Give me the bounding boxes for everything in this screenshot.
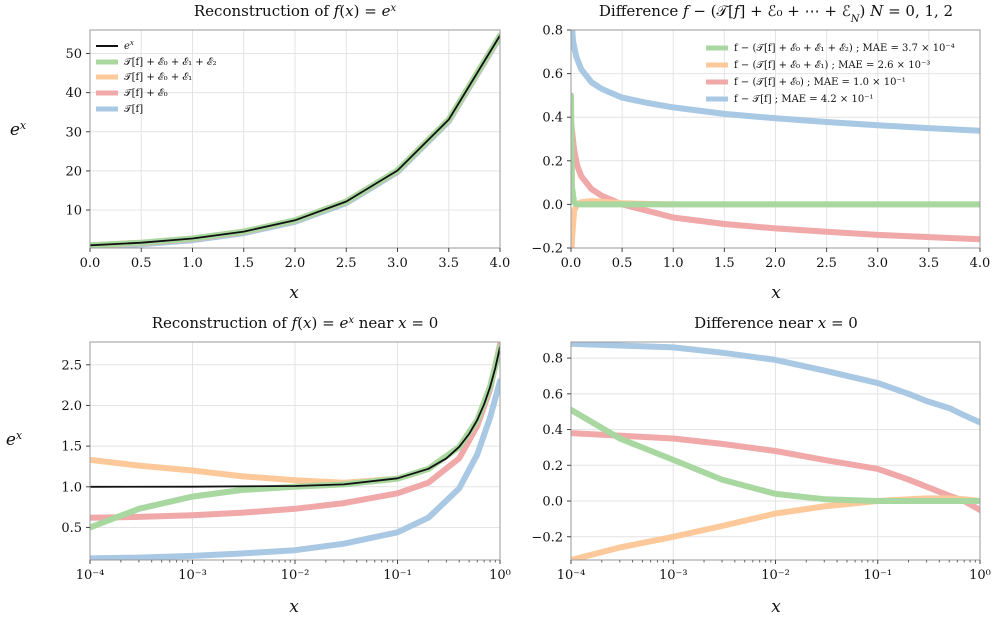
x-tick-label: 0.0	[80, 256, 101, 271]
x-tick-label: 10⁻⁴	[76, 568, 105, 583]
series-line-n2	[571, 92, 980, 208]
panel-difference-near-zero: Difference near x = 0 10⁻⁴ 10⁻³ 10⁻² 10⁻¹ 10…	[531, 314, 990, 617]
legend-label: f − (𝒯[f] + ℰ₀ + ℰ₁ + ℰ₂) ; MAE = 3.7 × …	[734, 43, 955, 54]
legend-label: f − (𝒯[f] + ℰ₀ + ℰ₁) ; MAE = 2.6 × 10⁻³	[734, 60, 930, 71]
y-tick-label: 0.4	[542, 111, 563, 126]
series-line-n0	[571, 118, 980, 243]
x-tick-label: 3.5	[438, 256, 459, 271]
x-tick-label: 10⁻²	[281, 568, 310, 583]
x-tick-label: 10⁻²	[761, 568, 790, 583]
x-tick-label: 10⁻¹	[863, 568, 892, 583]
y-tick-label: 20	[65, 164, 82, 179]
x-tick-label: 10⁻¹	[383, 568, 412, 583]
x-tick-label: 10⁰	[969, 568, 991, 583]
y-tick-label: 40	[65, 86, 82, 101]
legend-label: 𝒯[f] + ℰ₀	[124, 88, 168, 99]
x-tick-label: 1.5	[714, 256, 735, 271]
y-tick-label: −0.2	[531, 530, 563, 545]
x-tick-label: 1.0	[663, 256, 684, 271]
y-tick-label: 0.4	[542, 423, 563, 438]
y-tick-label: −0.2	[531, 242, 563, 257]
series-line-t	[571, 342, 980, 426]
x-tick-label: 1.0	[182, 256, 203, 271]
y-tick-label: 0.0	[542, 198, 563, 213]
y-tick-label: 0.6	[542, 387, 563, 402]
x-tick-label: 2.5	[336, 256, 357, 271]
y-tick-label: 0.6	[542, 67, 563, 82]
y-tick-label: 50	[65, 47, 82, 62]
x-tick-label: 2.0	[285, 256, 306, 271]
panel-reconstruction-near-zero: Reconstruction of f(x) = ex near x = 0 1…	[6, 314, 511, 617]
series-line-exact	[90, 346, 500, 488]
series-line-t	[90, 378, 500, 560]
legend-label: f − 𝒯[f] ; MAE = 4.2 × 10⁻¹	[734, 94, 873, 105]
x-tick-label: 10⁻⁴	[557, 568, 586, 583]
legend-label: f − (𝒯[f] + ℰ₀) ; MAE = 1.0 × 10⁻¹	[734, 77, 906, 88]
x-tick-label: 1.5	[233, 256, 254, 271]
y-tick-label: 0.2	[542, 459, 563, 474]
x-axis-label: x	[771, 597, 781, 617]
y-tick-label: 0.8	[542, 352, 563, 367]
y-tick-label: 0.0	[542, 495, 563, 510]
panel-difference: Difference f − (𝒯[f] + ℰ₀ + ⋯ + ℰN) N = …	[531, 2, 990, 303]
x-tick-label: 0.0	[561, 256, 582, 271]
x-tick-label: 3.5	[919, 256, 940, 271]
panel-title: Difference f − (𝒯[f] + ℰ₀ + ⋯ + ℰN) N = …	[599, 2, 953, 25]
series-line-n2	[571, 406, 980, 504]
panel-title: Reconstruction of f(x) = ex near x = 0	[152, 314, 439, 332]
x-tick-label: 2.0	[765, 256, 786, 271]
x-tick-label: 3.0	[387, 256, 408, 271]
y-axis-label: ex	[6, 429, 23, 451]
x-tick-label: 10⁰	[489, 568, 511, 583]
y-tick-label: 10	[65, 204, 82, 219]
legend-label: 𝒯[f]	[124, 104, 143, 115]
panel-title: Difference near x = 0	[694, 314, 858, 332]
x-axis-label: x	[289, 283, 299, 303]
y-axis-label: ex	[10, 119, 27, 141]
x-axis-label: x	[289, 597, 299, 617]
x-tick-label: 0.5	[612, 256, 633, 271]
panel-reconstruction: Reconstruction of f(x) = ex 0.0 0.5 1.0 1.5…	[10, 2, 510, 303]
legend: ex 𝒯[f] + ℰ₀ + ℰ₁ + ℰ₂ 𝒯[f] + ℰ₀ + ℰ₁ 𝒯[…	[96, 39, 217, 115]
series-line-exact	[90, 34, 500, 247]
legend-label: 𝒯[f] + ℰ₀ + ℰ₁ + ℰ₂	[124, 57, 217, 68]
y-tick-label: 1.5	[61, 440, 82, 455]
x-tick-label: 2.5	[816, 256, 837, 271]
y-tick-label: 0.8	[542, 24, 563, 39]
legend-label: ex	[124, 39, 134, 52]
legend: f − (𝒯[f] + ℰ₀ + ℰ₁ + ℰ₂) ; MAE = 3.7 × …	[706, 43, 955, 105]
x-tick-label: 10⁻³	[178, 568, 207, 583]
x-tick-label: 0.5	[131, 256, 152, 271]
y-tick-label: 2.5	[61, 358, 82, 373]
x-tick-label: 3.0	[867, 256, 888, 271]
series-line-t	[571, 30, 980, 134]
y-tick-label: 1.0	[61, 480, 82, 495]
x-tick-label: 4.0	[490, 256, 511, 271]
legend-label: 𝒯[f] + ℰ₀ + ℰ₁	[124, 72, 192, 83]
x-tick-label: 4.0	[970, 256, 991, 271]
panel-title: Reconstruction of f(x) = ex	[194, 2, 397, 20]
y-tick-label: 0.2	[542, 154, 563, 169]
x-axis-label: x	[771, 283, 781, 303]
y-tick-label: 30	[65, 125, 82, 140]
y-tick-label: 0.5	[61, 521, 82, 536]
y-tick-label: 2.0	[61, 399, 82, 414]
x-tick-label: 10⁻³	[659, 568, 688, 583]
